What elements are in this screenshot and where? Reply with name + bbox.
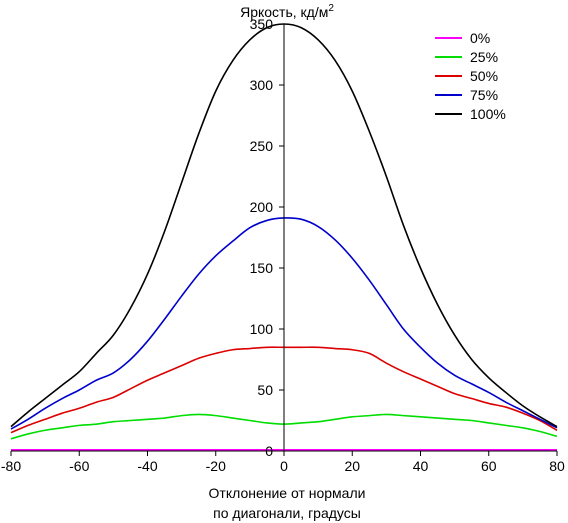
x-tick-label: 0 — [280, 458, 288, 474]
y-axis-label-superscript: 2 — [328, 3, 334, 14]
x-tick-label: -20 — [206, 458, 226, 474]
y-tick-label: 150 — [250, 260, 274, 276]
y-tick-label: 0 — [265, 443, 273, 459]
x-tick-label: 60 — [481, 458, 497, 474]
y-tick-label: 50 — [257, 382, 273, 398]
y-tick-label: 200 — [250, 199, 274, 215]
y-axis-label-text: Яркость, кд/м — [240, 4, 328, 20]
axis-ticks: -80 -60 -40 -20 0 20 40 60 80 0 50 100 150 200 250 300 3… — [1, 16, 565, 474]
x-tick-label: -80 — [1, 458, 21, 474]
y-tick-label: 300 — [250, 77, 274, 93]
y-axis-label: Яркость, кд/м2 — [240, 3, 334, 20]
x-tick-label: -40 — [137, 458, 157, 474]
x-axis-label-line-2: по диагонали, градусы — [213, 505, 361, 521]
x-axis-label-line-1: Отклонение от нормали — [209, 485, 366, 501]
legend-label: 50% — [470, 68, 498, 84]
y-tick-label: 350 — [250, 16, 274, 32]
x-tick-label: 40 — [413, 458, 429, 474]
legend-label: 25% — [470, 49, 498, 65]
x-tick-label: 80 — [549, 458, 565, 474]
legend-label: 0% — [470, 30, 490, 46]
y-tick-label: 100 — [250, 321, 274, 337]
legend-label: 75% — [470, 87, 498, 103]
legend-label: 100% — [470, 106, 506, 122]
x-tick-label: 20 — [344, 458, 360, 474]
y-tick-label: 250 — [250, 138, 274, 154]
legend: 0% 25% 50% 75% 100% — [435, 30, 506, 122]
x-tick-label: -60 — [69, 458, 89, 474]
